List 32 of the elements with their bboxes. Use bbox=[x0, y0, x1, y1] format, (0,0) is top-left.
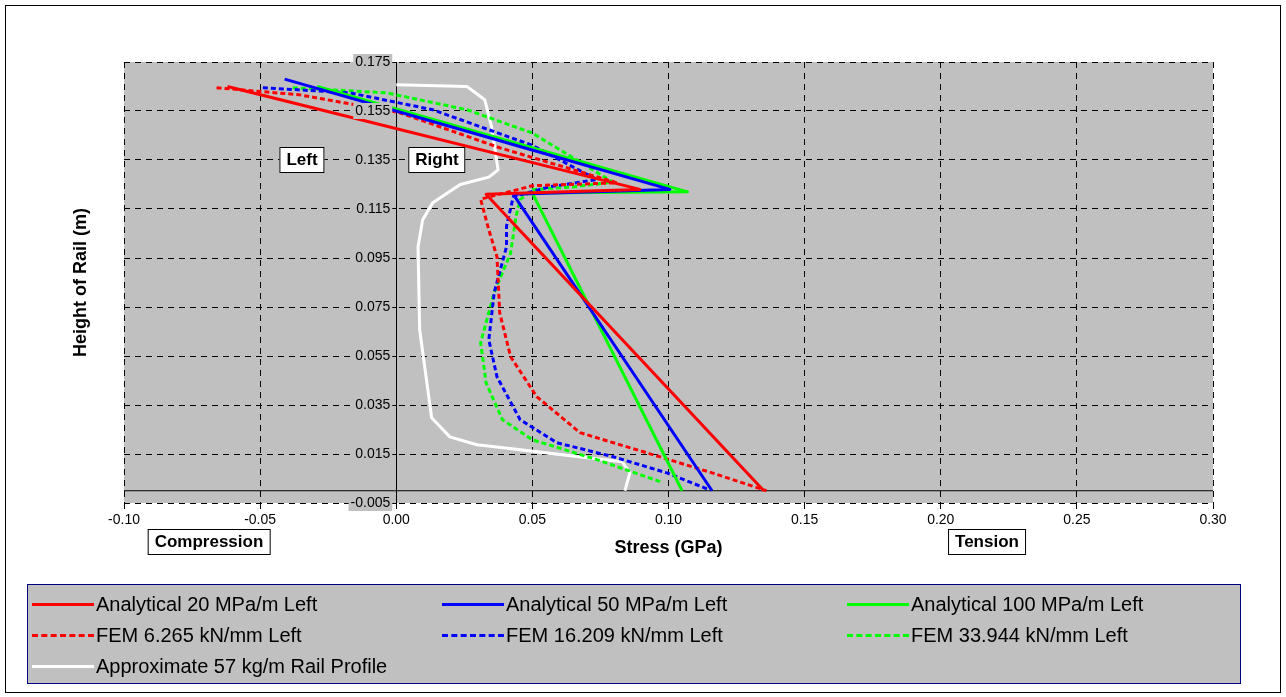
legend-label: Analytical 50 MPa/m Left bbox=[506, 593, 728, 616]
x-tick-label: 0.10 bbox=[654, 511, 683, 528]
y-axis-title: Height of Rail (m) bbox=[69, 208, 91, 357]
y-tick-label: 0.175 bbox=[355, 52, 391, 69]
legend-label: FEM 6.265 kN/mm Left bbox=[96, 624, 302, 647]
y-tick-label: 0.135 bbox=[355, 150, 391, 167]
text: Compression bbox=[147, 529, 271, 555]
y-tick-label: 0.095 bbox=[355, 248, 391, 265]
x-axis-title: Stress (GPa) bbox=[614, 537, 723, 558]
x-tick-label: -0.10 bbox=[108, 511, 141, 528]
legend-label: FEM 33.944 kN/mm Left bbox=[911, 624, 1128, 647]
annotation: Right bbox=[408, 147, 466, 173]
legend-label: FEM 16.209 kN/mm Left bbox=[506, 624, 723, 647]
y-tick-label: 0.075 bbox=[355, 297, 391, 314]
legend-label: Analytical 100 MPa/m Left bbox=[911, 593, 1144, 616]
y-tick-label: 0.035 bbox=[355, 395, 391, 412]
y-tick-label: 0.115 bbox=[356, 199, 391, 216]
x-tick-label: 0.00 bbox=[382, 511, 411, 528]
y-tick-label: 0.015 bbox=[355, 444, 391, 461]
annotation: Left bbox=[279, 147, 325, 173]
x-tick-label: 0.30 bbox=[1199, 511, 1227, 528]
y-tick-label: 0.055 bbox=[355, 346, 391, 363]
x-tick-label: 0.15 bbox=[791, 511, 819, 528]
x-tick-label: -0.05 bbox=[244, 511, 277, 528]
x-tick-label: 0.25 bbox=[1063, 511, 1091, 528]
x-tick-label: 0.05 bbox=[518, 511, 547, 528]
x-tick-label: 0.20 bbox=[927, 511, 955, 528]
text: Tension bbox=[948, 529, 1026, 555]
legend-label: Approximate 57 kg/m Rail Profile bbox=[96, 655, 388, 678]
y-tick-label: 0.155 bbox=[355, 101, 391, 118]
legend-label: Analytical 20 MPa/m Left bbox=[96, 593, 318, 616]
y-tick-label: -0.005 bbox=[350, 493, 391, 510]
